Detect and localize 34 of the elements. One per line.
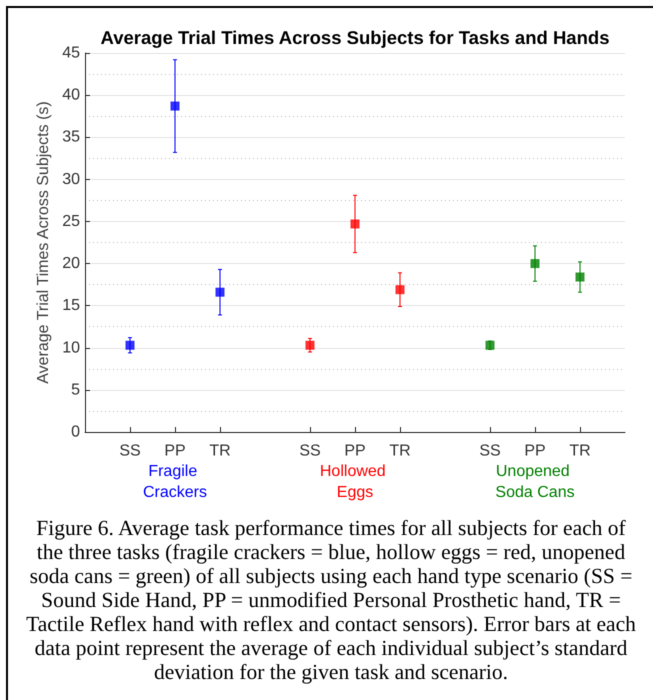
y-tick-label: 15 <box>62 297 80 314</box>
chart-title: Average Trial Times Across Subjects for Tasks and Hands <box>100 27 610 48</box>
x-tick-label: TR <box>569 442 591 460</box>
x-tick-label: PP <box>344 442 366 460</box>
x-tick-label: SS <box>479 442 501 460</box>
x-tick-label: PP <box>164 442 186 460</box>
y-tick-label: 0 <box>71 424 80 440</box>
point <box>576 272 584 282</box>
x-tick-label: TR <box>389 442 411 460</box>
x-tick-label: SS <box>119 442 141 460</box>
point <box>350 219 360 228</box>
y-tick-label: 40 <box>62 86 80 104</box>
text: Fragile Crackers <box>142 463 208 501</box>
text: Unopened Soda Cans <box>495 463 575 501</box>
text: Hollowed Eggs <box>320 463 390 501</box>
caption: Figure 6. Average task performance times for all subjects for each of the three tasks (fragile crackers = blue, hollow eggs = red, unopened soda cans = green) of all subjects using each hand type scenario (SS = Sound Side Hand, PP = unmodified Personal Prosthetic hand, TR = Tactile Reflex hand with reflex and contact sensors). Error bars at each data point represent the average of each individual subject’s standard deviation for the given task and scenario. <box>25 516 637 684</box>
y-axis-title: Average Trial Times Across Subjects (s) <box>34 101 52 384</box>
point <box>306 340 314 350</box>
y-tick-label: 25 <box>62 212 80 230</box>
point <box>486 340 494 350</box>
point <box>170 102 180 111</box>
x-tick-label: SS <box>299 442 321 460</box>
y-tick-label: 35 <box>62 128 80 146</box>
y-tick-label: 10 <box>62 339 80 356</box>
y-tick-label: 20 <box>62 255 80 272</box>
y-tick-label: 30 <box>62 170 80 188</box>
point <box>530 259 540 268</box>
y-tick-label: 5 <box>71 381 80 398</box>
x-tick-label: PP <box>524 442 546 460</box>
point <box>396 285 404 294</box>
x-tick-label: TR <box>209 442 231 460</box>
point <box>126 340 134 350</box>
point <box>216 288 224 297</box>
y-tick-label: 45 <box>62 44 80 62</box>
